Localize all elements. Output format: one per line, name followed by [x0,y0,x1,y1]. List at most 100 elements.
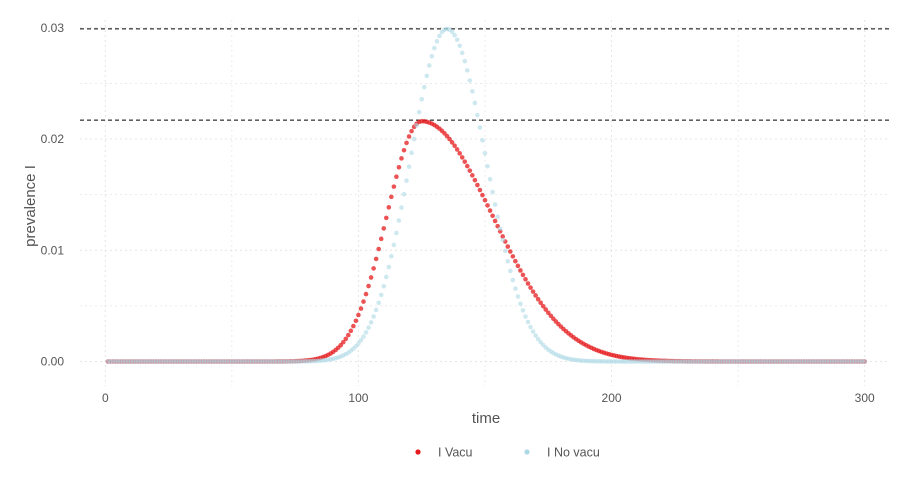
data-point [361,299,366,304]
series-1 [105,118,867,364]
legend-key [524,449,530,455]
data-point [376,300,381,306]
data-point [449,140,455,145]
data-point [348,328,354,334]
data-point [470,89,475,94]
data-point [515,294,521,299]
data-point [409,150,414,156]
data-point [487,176,493,182]
data-point [383,274,389,280]
series-2 [105,26,867,364]
data-point [500,237,506,243]
data-point [523,276,528,282]
data-point [452,32,457,38]
y-axis-title: prevalence I [22,165,39,247]
data-point [427,63,432,68]
data-point [505,244,511,249]
legend-key [415,449,421,455]
data-point [389,254,394,259]
data-point [520,272,526,278]
data-point [543,307,549,312]
grid [80,20,890,386]
data-point [363,330,369,335]
data-point [391,184,397,189]
data-point [492,202,498,207]
data-point [396,218,402,223]
data-point [454,147,460,152]
data-point [462,159,468,164]
y-tick-label: 0.01 [41,243,65,257]
data-point [346,332,351,338]
data-point [528,285,533,290]
data-point [371,314,376,319]
y-tick-label: 0.02 [41,132,65,146]
data-point [497,226,503,231]
data-point [475,112,480,118]
data-point [487,208,493,213]
data-point [518,268,523,273]
legend-label: I No vacu [547,446,600,460]
y-tick-label: 0.00 [41,355,65,369]
data-point [467,168,473,173]
x-axis-ticks: 0 100 200 300 [102,391,875,405]
data-point [356,341,361,346]
data-point [406,134,412,139]
data-point [530,289,536,294]
data-point [472,177,478,183]
data-point [394,230,399,236]
data-point [533,293,538,298]
data-point [386,205,392,210]
data-point [525,281,531,286]
data-point [416,109,422,115]
data-point [358,306,364,311]
data-point [525,319,531,325]
data-point [862,359,867,364]
data-point [406,164,412,170]
data-point [502,248,508,254]
data-point [361,334,366,339]
data-point [411,136,417,142]
data-point [394,174,399,180]
data-point [464,68,470,73]
data-point [513,286,518,291]
data-point [432,45,437,51]
data-point [462,58,468,64]
data-point [424,73,430,79]
data-point [378,292,384,298]
data-point [449,29,455,34]
data-point [528,324,533,330]
x-tick-label: 100 [348,391,368,405]
y-axis-ticks: 0.00 0.01 0.02 0.03 [41,21,65,369]
legend: I Vacu I No vacu [415,446,600,460]
data-point [389,194,394,200]
data-point [452,143,457,149]
data-point [485,163,490,169]
data-point [523,314,528,319]
data-point [482,197,488,203]
data-point [475,182,480,188]
data-point [366,325,371,330]
data-point [351,323,356,329]
data-point [520,308,526,313]
data-point [444,133,450,139]
data-point [378,236,384,242]
data-point [459,155,465,160]
data-point [386,264,392,270]
data-point [373,307,379,313]
data-point [401,191,407,197]
data-point [464,163,470,169]
data-point [447,136,452,142]
data-point [391,242,397,248]
data-point [363,291,369,297]
data-point [480,138,485,143]
data-point [480,192,485,198]
data-point [409,128,414,134]
data-point [508,268,513,274]
data-point [485,203,490,208]
data-point [535,336,541,342]
series-points [105,26,867,364]
data-point [399,205,404,210]
data-point [376,246,381,252]
data-point [457,151,462,156]
